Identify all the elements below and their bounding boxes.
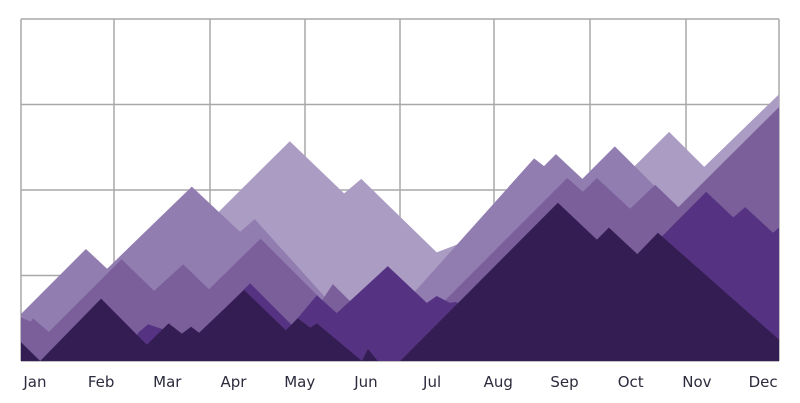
x-tick-label-aug: Aug	[484, 373, 513, 391]
x-tick-label-nov: Nov	[682, 373, 711, 391]
x-tick-label-mar: Mar	[153, 373, 182, 391]
x-tick-label-feb: Feb	[88, 373, 115, 391]
x-tick-label-dec: Dec	[749, 373, 778, 391]
x-tick-label-may: May	[284, 373, 315, 391]
x-tick-label-sep: Sep	[550, 373, 578, 391]
x-tick-label-jan: Jan	[22, 373, 46, 391]
x-tick-label-apr: Apr	[221, 373, 248, 391]
x-axis-tick-labels: Jan Feb Mar Apr May Jun Jul Aug Sep Oct Nov Dec	[22, 373, 777, 391]
x-tick-label-oct: Oct	[618, 373, 644, 391]
series-area-5	[21, 202, 779, 361]
x-tick-label-jul: Jul	[422, 373, 441, 391]
x-tick-label-jun: Jun	[353, 373, 377, 391]
series-areas	[21, 94, 779, 361]
